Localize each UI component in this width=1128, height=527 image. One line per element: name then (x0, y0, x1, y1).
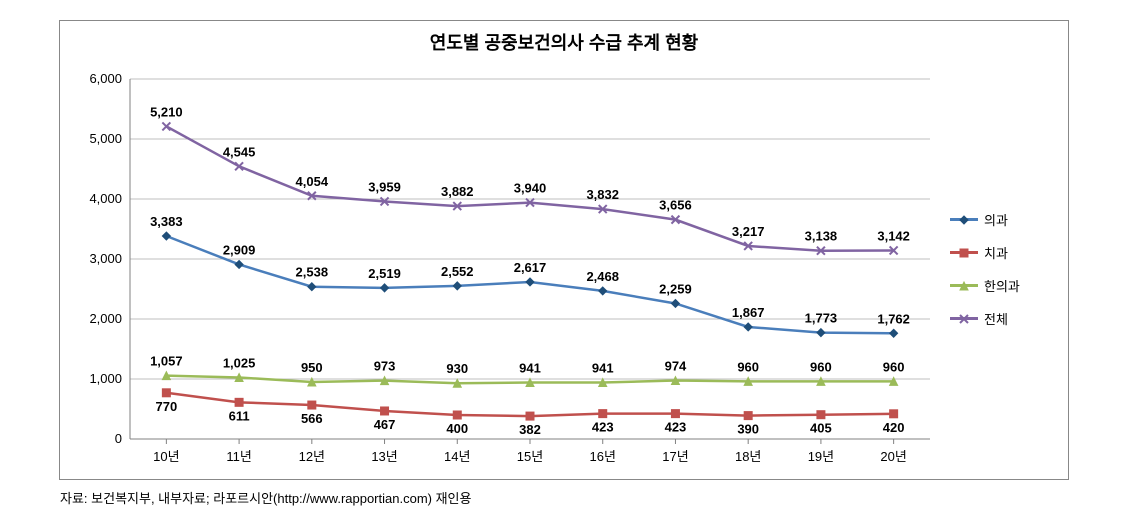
svg-text:973: 973 (374, 359, 396, 374)
svg-text:3,000: 3,000 (89, 251, 122, 266)
svg-text:0: 0 (115, 431, 122, 446)
svg-text:3,656: 3,656 (659, 198, 692, 213)
svg-text:3,959: 3,959 (368, 179, 401, 194)
legend-item-medicine: 의과 (950, 210, 1020, 229)
svg-text:2,909: 2,909 (223, 242, 256, 257)
legend-label: 전체 (984, 309, 1008, 328)
plot-area: 0 1,000 2,000 3,000 4,000 5,000 6,000 10년 11년 12년… (60, 59, 940, 479)
svg-text:405: 405 (810, 421, 832, 436)
svg-text:423: 423 (592, 420, 614, 435)
svg-text:3,142: 3,142 (877, 228, 910, 243)
svg-text:974: 974 (665, 359, 687, 374)
chart-frame: 연도별 공중보건의사 수급 추계 현황 0 1,000 2,000 3,000 4,00… (59, 20, 1069, 480)
legend-label: 의과 (984, 210, 1008, 229)
svg-text:611: 611 (229, 408, 250, 423)
svg-text:400: 400 (446, 421, 468, 436)
svg-text:1,773: 1,773 (805, 311, 838, 326)
svg-text:6,000: 6,000 (89, 71, 122, 86)
svg-text:3,882: 3,882 (441, 184, 474, 199)
svg-text:4,000: 4,000 (89, 191, 122, 206)
svg-text:4,054: 4,054 (296, 174, 329, 189)
legend-swatch (950, 313, 978, 325)
chart-body: 0 1,000 2,000 3,000 4,000 5,000 6,000 10년 11년 12년… (60, 59, 1068, 479)
svg-text:4,545: 4,545 (223, 144, 256, 159)
svg-text:5,210: 5,210 (150, 104, 183, 119)
svg-text:420: 420 (883, 420, 905, 435)
svg-text:941: 941 (519, 361, 541, 376)
svg-text:960: 960 (883, 359, 905, 374)
svg-text:770: 770 (156, 399, 178, 414)
svg-text:17년: 17년 (662, 449, 688, 464)
svg-text:960: 960 (737, 359, 759, 374)
svg-text:1,762: 1,762 (877, 311, 910, 326)
svg-text:19년: 19년 (808, 449, 834, 464)
svg-text:1,025: 1,025 (223, 356, 256, 371)
legend-swatch (950, 280, 978, 292)
svg-text:566: 566 (301, 411, 323, 426)
svg-text:382: 382 (519, 422, 541, 437)
legend: 의과치과한의과전체 (940, 59, 1038, 479)
svg-text:2,552: 2,552 (441, 264, 474, 279)
svg-text:941: 941 (592, 361, 614, 376)
svg-text:15년: 15년 (517, 449, 543, 464)
svg-text:10년: 10년 (153, 449, 179, 464)
svg-text:12년: 12년 (299, 449, 325, 464)
line-chart-svg: 0 1,000 2,000 3,000 4,000 5,000 6,000 10년 11년 12년… (60, 59, 940, 479)
svg-text:3,383: 3,383 (150, 214, 183, 229)
svg-text:2,259: 2,259 (659, 281, 692, 296)
svg-text:930: 930 (446, 361, 468, 376)
svg-text:467: 467 (374, 417, 396, 432)
svg-text:1,057: 1,057 (150, 354, 183, 369)
legend-swatch (950, 214, 978, 226)
legend-label: 한의과 (984, 276, 1020, 295)
svg-text:5,000: 5,000 (89, 131, 122, 146)
legend-item-dental: 치과 (950, 243, 1020, 262)
svg-text:13년: 13년 (371, 449, 397, 464)
svg-text:3,138: 3,138 (805, 229, 838, 244)
svg-text:16년: 16년 (590, 449, 616, 464)
svg-text:14년: 14년 (444, 449, 470, 464)
svg-text:20년: 20년 (880, 449, 906, 464)
legend-label: 치과 (984, 243, 1008, 262)
svg-text:2,468: 2,468 (586, 269, 619, 284)
svg-text:423: 423 (665, 420, 687, 435)
svg-text:950: 950 (301, 360, 323, 375)
source-citation: 자료: 보건복지부, 내부자료; 라포르시안(http://www.rappor… (60, 488, 1068, 507)
svg-text:1,000: 1,000 (89, 371, 122, 386)
legend-item-oriental: 한의과 (950, 276, 1020, 295)
legend-swatch (950, 247, 978, 259)
svg-text:960: 960 (810, 359, 832, 374)
legend-item-total: 전체 (950, 309, 1020, 328)
svg-text:11년: 11년 (226, 449, 251, 464)
svg-text:2,519: 2,519 (368, 266, 401, 281)
svg-text:2,538: 2,538 (296, 265, 329, 280)
svg-text:390: 390 (737, 422, 759, 437)
svg-text:3,217: 3,217 (732, 224, 765, 239)
svg-text:3,832: 3,832 (586, 187, 619, 202)
svg-text:2,000: 2,000 (89, 311, 122, 326)
svg-text:3,940: 3,940 (514, 181, 547, 196)
chart-title: 연도별 공중보건의사 수급 추계 현황 (60, 21, 1068, 59)
svg-text:1,867: 1,867 (732, 305, 765, 320)
svg-text:18년: 18년 (735, 449, 761, 464)
svg-text:2,617: 2,617 (514, 260, 547, 275)
